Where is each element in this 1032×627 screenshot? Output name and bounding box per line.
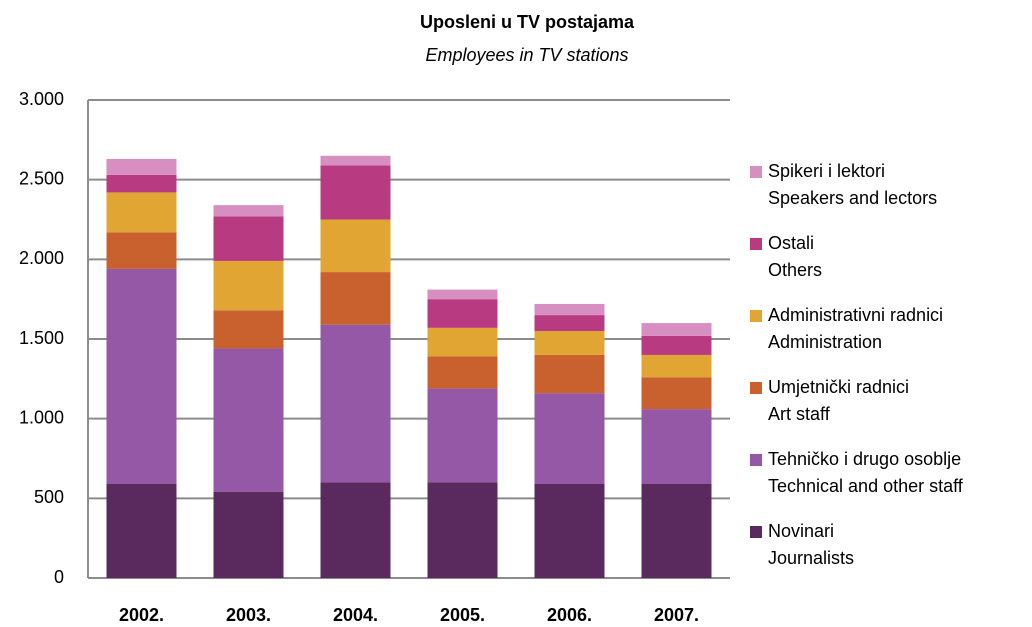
bar-segment — [641, 354, 712, 378]
bar-segment — [213, 205, 284, 217]
legend-label: Spikeri i lektori — [768, 161, 885, 181]
bar-segment — [106, 483, 177, 578]
bar-segment — [427, 356, 498, 389]
x-tick-label: 2004. — [333, 605, 378, 625]
y-tick-label: 1.500 — [19, 328, 64, 348]
bar-segment — [106, 268, 177, 484]
bar-segment — [213, 216, 284, 261]
x-tick-label: 2002. — [119, 605, 164, 625]
x-tick-label: 2006. — [547, 605, 592, 625]
legend-label: Administration — [768, 332, 882, 352]
y-tick-label: 0 — [54, 567, 64, 587]
bar-segment — [427, 299, 498, 328]
legend-label: Speakers and lectors — [768, 188, 937, 208]
bar-segment — [106, 232, 177, 269]
bar-segment — [213, 348, 284, 492]
x-tick-label: 2007. — [654, 605, 699, 625]
legend-label: Others — [768, 260, 822, 280]
bar-segment — [534, 483, 605, 578]
bar-segment — [427, 327, 498, 357]
legend-label: Art staff — [768, 404, 831, 424]
chart-subtitle: Employees in TV stations — [425, 45, 628, 65]
bar-segment — [641, 323, 712, 336]
chart-title: Uposleni u TV postajama — [420, 12, 635, 32]
bar-segment — [641, 335, 712, 355]
bar-segment — [427, 289, 498, 300]
bar-segment — [320, 272, 391, 325]
bar-segment — [320, 165, 391, 220]
bar-segment — [641, 483, 712, 578]
legend-label: Novinari — [768, 521, 834, 541]
bar-segment — [534, 303, 605, 316]
y-tick-label: 1.000 — [19, 407, 64, 427]
bar-segment — [320, 482, 391, 578]
y-tick-label: 3.000 — [19, 89, 64, 109]
bar-segment — [320, 155, 391, 166]
bar-segment — [641, 377, 712, 410]
legend-swatch — [750, 382, 762, 394]
x-tick-label: 2005. — [440, 605, 485, 625]
legend-swatch — [750, 454, 762, 466]
legend-label: Umjetnički radnici — [768, 377, 909, 397]
legend-swatch — [750, 526, 762, 538]
legend-label: Journalists — [768, 548, 854, 568]
bar-segment — [534, 354, 605, 394]
bar-segment — [320, 324, 391, 483]
y-tick-label: 500 — [34, 487, 64, 507]
y-tick-label: 2.500 — [19, 168, 64, 188]
legend-label: Technical and other staff — [768, 476, 964, 496]
x-tick-label: 2003. — [226, 605, 271, 625]
bar-segment — [427, 482, 498, 578]
legend-swatch — [750, 310, 762, 322]
bar-segment — [427, 388, 498, 483]
bar-segment — [534, 331, 605, 355]
bar-segment — [106, 192, 177, 233]
y-tick-label: 2.000 — [19, 248, 64, 268]
bar-segment — [320, 219, 391, 273]
legend-label: Tehničko i drugo osoblje — [768, 449, 961, 469]
legend-swatch — [750, 166, 762, 178]
bar-segment — [106, 174, 177, 193]
legend-label: Ostali — [768, 233, 814, 253]
bar-segment — [534, 393, 605, 484]
bar-segment — [213, 491, 284, 578]
bar-segment — [534, 315, 605, 332]
bar-segment — [213, 310, 284, 349]
bar-segment — [106, 158, 177, 175]
legend-swatch — [750, 238, 762, 250]
legend-label: Administrativni radnici — [768, 305, 943, 325]
bar-segment — [213, 260, 284, 311]
bar-segment — [641, 409, 712, 484]
